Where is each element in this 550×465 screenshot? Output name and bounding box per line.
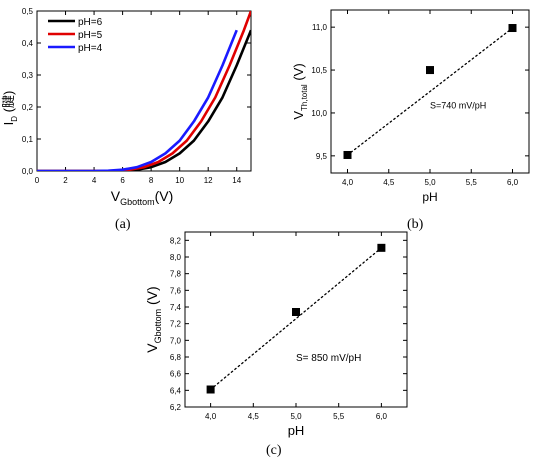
panel-a-y-tick-label: 0,5 [22, 7, 34, 16]
legend-label-ph5: pH=5 [78, 30, 103, 41]
panel-b-x-tick-label: 5,5 [466, 178, 478, 187]
panel-a-x-tick-label: 6 [120, 176, 125, 185]
panel-c-x-tick-label: 4,5 [248, 412, 260, 421]
panel-b-y-tick-label: 9,5 [316, 152, 328, 161]
panel-c-y-tick-label: 6,4 [170, 386, 182, 395]
panel-label-b: (b) [407, 217, 424, 232]
panel-c-data-point [292, 308, 300, 316]
panel-c-y-tick-label: 6,6 [170, 370, 182, 379]
panel-c-y-tick-label: 8,0 [170, 253, 182, 262]
panel-b-fit-line [346, 27, 514, 156]
panel-a-x-tick-label: 0 [35, 176, 40, 185]
panel-b-data-point [508, 24, 517, 33]
series-line-ph6 [37, 29, 251, 171]
panel-c-data-point [206, 385, 215, 394]
panel-c-y-tick-label: 6,2 [170, 403, 182, 412]
panel-c-y-tick-label: 7,4 [170, 303, 182, 312]
panel-c-x-tick-label: 5,0 [290, 412, 302, 421]
panel-b-data-point [426, 66, 434, 75]
panel-b-x-tick-label: 4,5 [383, 178, 395, 187]
panel-a-x-tick-label: 4 [92, 176, 97, 185]
panel-c-x-axis-label: pH [288, 423, 305, 438]
panel-c-y-axis-label: VGbottom (V) [144, 286, 163, 352]
panel-c-data-point [377, 243, 386, 252]
panel-a-y-tick-label: 0,0 [22, 167, 34, 176]
panel-b-y-axis-label: VTh,total (V) [291, 63, 309, 119]
legend-label-ph6: pH=6 [78, 17, 103, 28]
panel-c-x-tick-label: 6,0 [376, 412, 388, 421]
panel-a-x-tick-label: 12 [204, 176, 213, 185]
panel-b-x-axis-label: pH [422, 190, 437, 204]
panel-a-y-tick-label: 0,3 [22, 71, 34, 80]
panel-c-y-tick-label: 7,8 [170, 270, 182, 279]
panel-c-x-tick-label: 5,5 [333, 412, 345, 421]
panel-b-x-tick-label: 5,0 [424, 178, 436, 187]
panel-b-x-tick-label: 6,0 [507, 178, 519, 187]
panel-b-x-tick-label: 4,0 [342, 178, 354, 187]
panel-b-data-point [343, 150, 352, 159]
panel-c-plot-frame [184, 231, 408, 408]
panel-c-y-tick-label: 7,0 [170, 336, 182, 345]
series-line-ph4 [37, 29, 238, 171]
panel-a-y-axis-label: ID (腱) [1, 91, 19, 126]
panel-c-fit-line [209, 247, 383, 391]
legend-label-ph4: pH=4 [78, 43, 103, 54]
panel-label-a: (a) [115, 217, 131, 232]
panel-b-y-tick-label: 10,5 [311, 66, 327, 75]
panel-a-y-tick-label: 0,2 [22, 103, 34, 112]
panel-a-x-tick-label: 14 [232, 176, 241, 185]
panel-a-x-tick-label: 8 [149, 176, 154, 185]
panel-a-x-tick-label: 10 [175, 176, 184, 185]
panel-a-plot-frame [36, 10, 252, 172]
panel-c-y-tick-label: 7,6 [170, 286, 182, 295]
panel-label-c: (c) [266, 443, 282, 458]
panel-b-slope-annotation: S=740 mV/pH [430, 101, 486, 111]
panel-b-y-tick-label: 10,0 [311, 109, 327, 118]
panel-a-y-tick-label: 0,4 [22, 39, 34, 48]
panel-a-x-axis-label: VGbottom(V) [111, 188, 174, 207]
panel-c-y-tick-label: 6,8 [170, 353, 182, 362]
panel-a-y-tick-label: 0,1 [22, 135, 34, 144]
panel-c-y-tick-label: 7,2 [170, 320, 182, 329]
panel-c-slope-annotation: S= 850 mV/pH [296, 353, 361, 364]
panel-b-y-tick-label: 11,0 [312, 23, 328, 32]
panel-c-y-tick-label: 8,2 [170, 236, 182, 245]
panel-c-x-tick-label: 4,0 [205, 412, 217, 421]
panel-a-x-tick-label: 2 [63, 176, 68, 185]
